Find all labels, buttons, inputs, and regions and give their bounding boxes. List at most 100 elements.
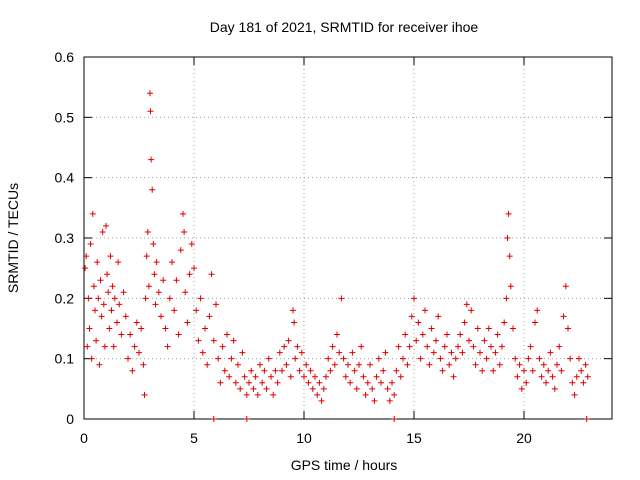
data-point bbox=[184, 319, 191, 326]
data-point bbox=[129, 367, 136, 374]
data-point bbox=[375, 355, 382, 362]
data-point bbox=[545, 367, 552, 374]
data-point bbox=[291, 319, 298, 326]
data-point bbox=[567, 355, 574, 362]
data-point bbox=[490, 367, 497, 374]
data-point bbox=[193, 307, 200, 314]
data-point bbox=[197, 295, 204, 302]
data-point bbox=[158, 313, 164, 320]
data-point bbox=[155, 289, 162, 296]
y-tick-label: 0.6 bbox=[55, 49, 75, 65]
data-point bbox=[384, 385, 391, 392]
data-point bbox=[479, 367, 486, 374]
data-point bbox=[373, 373, 380, 380]
y-axis-label: SRMTID / TECUs bbox=[5, 183, 21, 293]
chart-title: Day 181 of 2021, SRMTID for receiver iho… bbox=[210, 19, 479, 35]
data-point bbox=[224, 331, 230, 338]
data-point bbox=[287, 373, 294, 380]
data-point bbox=[276, 349, 283, 356]
data-point bbox=[100, 301, 107, 308]
data-point bbox=[292, 355, 299, 362]
data-point bbox=[210, 337, 217, 344]
data-point bbox=[314, 391, 321, 398]
data-point bbox=[505, 210, 512, 217]
data-point bbox=[327, 367, 334, 374]
data-point bbox=[153, 259, 160, 266]
data-point bbox=[115, 259, 122, 266]
data-point bbox=[433, 337, 439, 344]
data-point bbox=[540, 361, 547, 368]
data-point bbox=[199, 349, 206, 356]
y-axis: 0 0.1 0.2 0.3 0.4 0.5 0.6 bbox=[55, 49, 612, 427]
data-point bbox=[325, 355, 332, 362]
data-point bbox=[397, 373, 404, 380]
data-point bbox=[83, 253, 90, 260]
data-point bbox=[474, 325, 481, 332]
data-point bbox=[362, 391, 369, 398]
data-point bbox=[523, 379, 530, 386]
data-point bbox=[257, 361, 263, 368]
data-point bbox=[274, 379, 281, 386]
data-point bbox=[336, 349, 343, 356]
data-points bbox=[82, 90, 591, 422]
data-point bbox=[131, 343, 138, 350]
data-point bbox=[461, 319, 468, 326]
data-point bbox=[164, 343, 171, 350]
data-point bbox=[369, 385, 376, 392]
data-point bbox=[87, 241, 94, 248]
data-point bbox=[507, 283, 514, 290]
data-point bbox=[404, 361, 411, 368]
data-point bbox=[169, 259, 175, 266]
data-point bbox=[101, 343, 108, 350]
data-point bbox=[503, 295, 510, 302]
y-tick-label: 0.3 bbox=[55, 230, 75, 246]
data-point bbox=[177, 247, 184, 254]
y-tick-label: 0.4 bbox=[55, 170, 75, 186]
data-point bbox=[148, 156, 155, 163]
data-point bbox=[391, 391, 398, 398]
data-point bbox=[175, 331, 182, 338]
data-point bbox=[382, 349, 389, 356]
data-point bbox=[191, 265, 197, 272]
data-point bbox=[347, 379, 354, 386]
data-point bbox=[208, 271, 215, 278]
data-point bbox=[496, 361, 503, 368]
data-point bbox=[272, 367, 279, 374]
data-point bbox=[470, 343, 477, 350]
data-point bbox=[393, 367, 400, 374]
data-point bbox=[88, 355, 95, 362]
data-point bbox=[529, 367, 536, 374]
data-point bbox=[386, 397, 393, 404]
data-point bbox=[389, 379, 395, 386]
data-point bbox=[116, 301, 123, 308]
data-point bbox=[162, 325, 169, 332]
data-point bbox=[485, 325, 492, 332]
data-point bbox=[582, 361, 589, 368]
data-point bbox=[149, 186, 156, 193]
data-point bbox=[472, 361, 479, 368]
data-point bbox=[558, 367, 565, 374]
data-point bbox=[525, 355, 532, 362]
data-point bbox=[329, 343, 336, 350]
data-point bbox=[84, 343, 91, 350]
data-point bbox=[318, 397, 325, 404]
y-tick-label: 0.2 bbox=[55, 290, 75, 306]
y-tick-label: 0 bbox=[66, 411, 74, 427]
data-point bbox=[215, 355, 222, 362]
data-point bbox=[543, 379, 549, 386]
data-point bbox=[512, 355, 519, 362]
data-point bbox=[181, 228, 188, 235]
data-point bbox=[106, 325, 113, 332]
data-point bbox=[395, 343, 402, 350]
x-tick-label: 0 bbox=[80, 430, 88, 446]
data-point bbox=[457, 331, 464, 338]
data-point bbox=[356, 361, 362, 368]
data-point bbox=[122, 313, 129, 320]
data-point bbox=[406, 343, 413, 350]
data-point bbox=[252, 373, 259, 380]
data-point bbox=[477, 349, 483, 356]
data-point bbox=[560, 313, 567, 320]
data-point bbox=[281, 343, 288, 350]
data-point bbox=[99, 228, 106, 235]
data-point bbox=[237, 385, 244, 392]
